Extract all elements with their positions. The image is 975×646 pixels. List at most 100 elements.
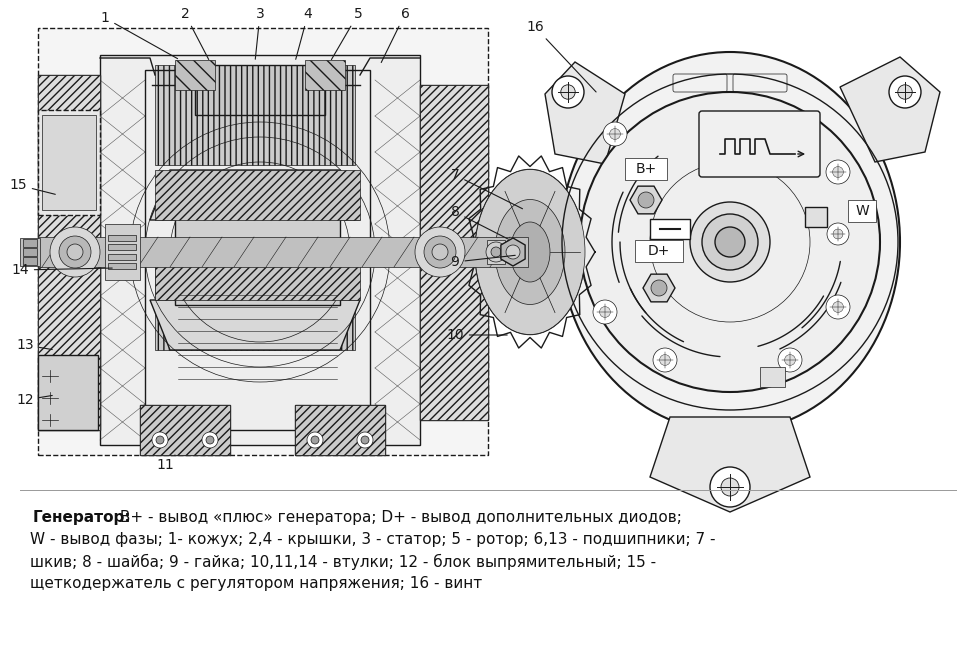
- Bar: [38, 110, 100, 215]
- Circle shape: [826, 295, 850, 319]
- Circle shape: [580, 92, 880, 392]
- Bar: [295, 405, 385, 455]
- Polygon shape: [150, 300, 360, 350]
- Bar: [420, 85, 488, 420]
- Text: 15: 15: [9, 178, 56, 194]
- Circle shape: [202, 432, 218, 448]
- Polygon shape: [840, 57, 940, 162]
- Circle shape: [898, 85, 913, 99]
- Text: 2: 2: [180, 7, 209, 59]
- Circle shape: [561, 85, 575, 99]
- Text: 16: 16: [526, 20, 596, 92]
- Polygon shape: [630, 186, 662, 214]
- Circle shape: [690, 202, 770, 282]
- Ellipse shape: [475, 169, 585, 335]
- Bar: [42, 115, 96, 210]
- Bar: [20, 238, 40, 266]
- Ellipse shape: [560, 52, 900, 432]
- Circle shape: [785, 355, 796, 366]
- Text: 12: 12: [17, 393, 53, 407]
- Text: 9: 9: [450, 255, 515, 269]
- Circle shape: [156, 436, 164, 444]
- Circle shape: [710, 467, 750, 507]
- Circle shape: [206, 436, 214, 444]
- Bar: [195, 65, 325, 115]
- FancyBboxPatch shape: [699, 111, 820, 177]
- Bar: [108, 254, 136, 260]
- Circle shape: [361, 436, 369, 444]
- Circle shape: [826, 160, 850, 184]
- Circle shape: [603, 122, 627, 146]
- Circle shape: [552, 76, 584, 108]
- Bar: [155, 65, 355, 165]
- Bar: [140, 405, 230, 455]
- Circle shape: [651, 280, 667, 296]
- Text: щеткодержатель с регулятором напряжения; 16 - винт: щеткодержатель с регулятором напряжения;…: [30, 576, 483, 591]
- Circle shape: [715, 227, 745, 257]
- Circle shape: [311, 436, 319, 444]
- Text: 14: 14: [11, 263, 112, 277]
- Circle shape: [889, 76, 921, 108]
- Bar: [760, 367, 785, 387]
- Circle shape: [506, 245, 520, 259]
- Polygon shape: [501, 238, 526, 266]
- Bar: [175, 60, 215, 90]
- Circle shape: [152, 432, 168, 448]
- Bar: [155, 170, 360, 220]
- Circle shape: [307, 432, 323, 448]
- Text: W - вывод фазы; 1- кожух; 2,4 - крышки, 3 - статор; 5 - ротор; 6,13 - подшипники: W - вывод фазы; 1- кожух; 2,4 - крышки, …: [30, 532, 716, 547]
- Text: Генератор:: Генератор:: [33, 510, 132, 525]
- Bar: [38, 75, 100, 430]
- Circle shape: [653, 348, 677, 372]
- Bar: [38, 237, 528, 267]
- Bar: [848, 200, 876, 222]
- Bar: [38, 75, 100, 430]
- Circle shape: [432, 244, 448, 260]
- Circle shape: [609, 129, 620, 140]
- Circle shape: [638, 192, 654, 208]
- Bar: [23, 239, 37, 247]
- Bar: [420, 85, 488, 420]
- Circle shape: [833, 167, 843, 178]
- Ellipse shape: [510, 222, 550, 282]
- Bar: [295, 405, 385, 455]
- Polygon shape: [643, 274, 675, 302]
- Text: B+: B+: [636, 162, 656, 176]
- Ellipse shape: [495, 200, 565, 304]
- Circle shape: [660, 355, 671, 366]
- Polygon shape: [545, 62, 625, 164]
- Bar: [305, 60, 345, 90]
- Bar: [23, 248, 37, 256]
- Text: 8: 8: [450, 205, 508, 239]
- Circle shape: [593, 300, 617, 324]
- Text: шкив; 8 - шайба; 9 - гайка; 10,11,14 - втулки; 12 - блок выпрямительный; 15 -: шкив; 8 - шайба; 9 - гайка; 10,11,14 - в…: [30, 554, 656, 570]
- Circle shape: [67, 244, 83, 260]
- Bar: [108, 263, 136, 269]
- Circle shape: [833, 229, 843, 239]
- Bar: [23, 257, 37, 265]
- Text: 11: 11: [156, 455, 175, 472]
- Ellipse shape: [475, 169, 585, 335]
- Text: W: W: [855, 204, 869, 218]
- Bar: [105, 224, 140, 280]
- Bar: [108, 235, 136, 241]
- Bar: [38, 355, 98, 430]
- Bar: [625, 158, 667, 180]
- Circle shape: [59, 236, 91, 268]
- Circle shape: [424, 236, 456, 268]
- Bar: [38, 28, 488, 455]
- Bar: [100, 55, 420, 445]
- Text: 1: 1: [100, 11, 177, 59]
- Text: D+: D+: [647, 244, 670, 258]
- Circle shape: [486, 242, 506, 262]
- Bar: [140, 405, 230, 455]
- Bar: [650, 219, 690, 239]
- Circle shape: [600, 307, 610, 317]
- Circle shape: [415, 227, 465, 277]
- Polygon shape: [650, 417, 810, 512]
- Bar: [155, 250, 360, 300]
- Bar: [108, 244, 136, 250]
- Text: 7: 7: [450, 168, 523, 209]
- Text: 13: 13: [17, 338, 53, 352]
- Circle shape: [833, 302, 843, 313]
